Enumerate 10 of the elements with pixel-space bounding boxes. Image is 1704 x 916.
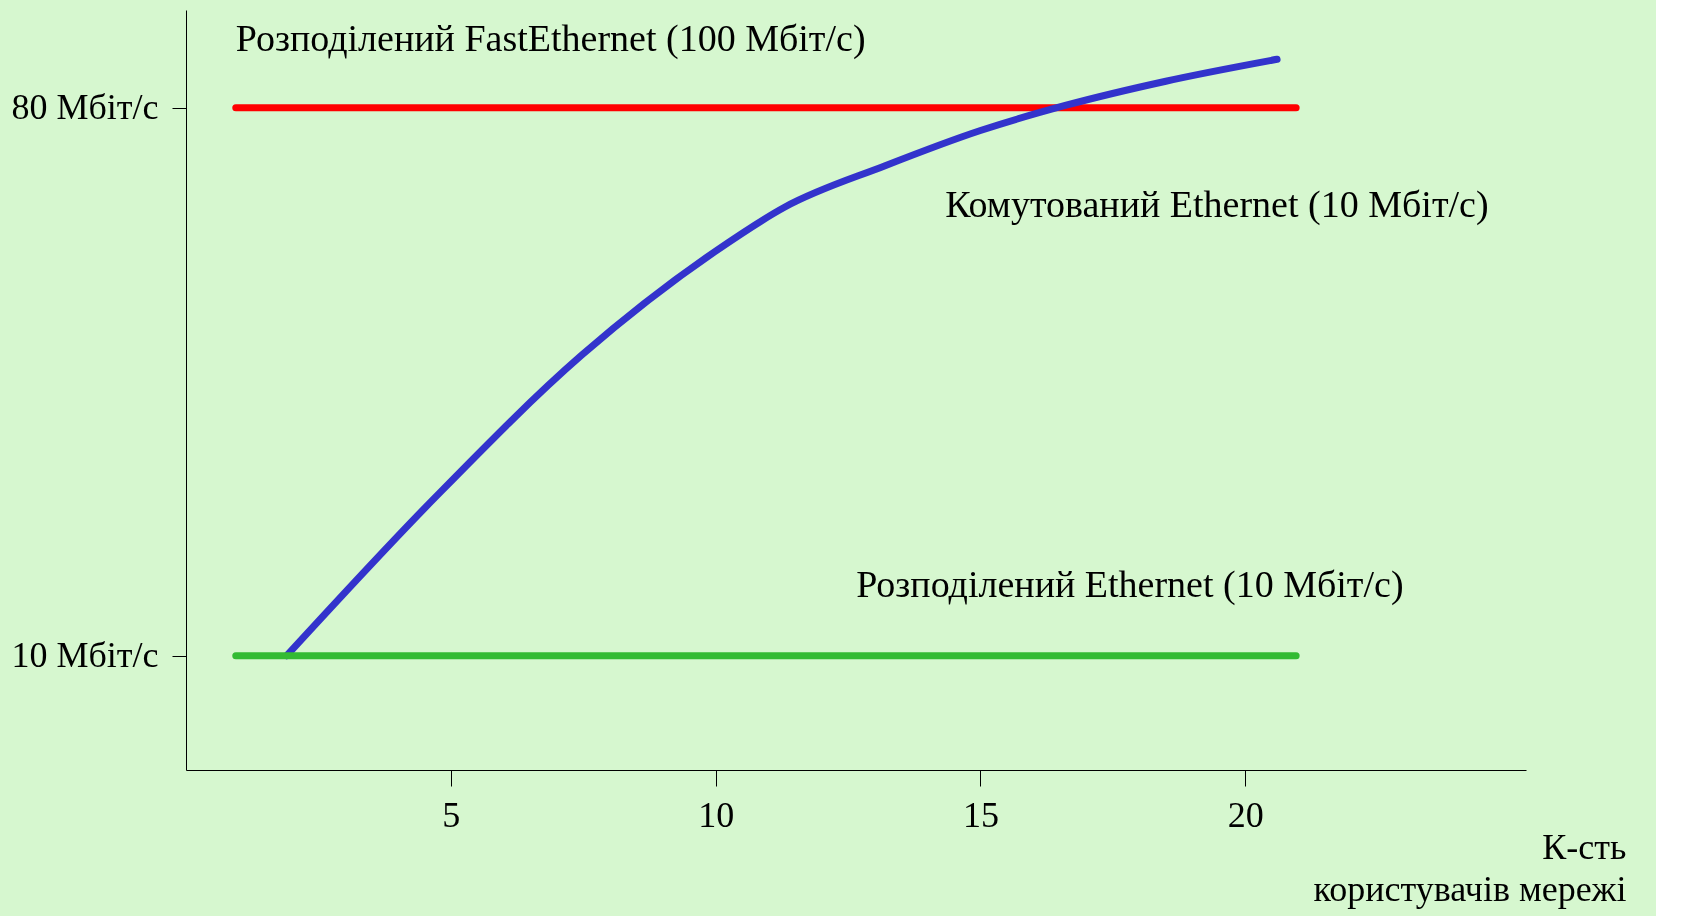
y-tick-label: 10 Мбіт/с xyxy=(11,635,159,676)
x-tick-label: 20 xyxy=(1227,794,1264,835)
x-tick-label: 5 xyxy=(442,794,461,835)
x-axis-title: К-сть користувачів мережі xyxy=(1313,826,1627,909)
series-label: Розподілений Ethernet (10 Мбіт/с) xyxy=(856,562,1404,606)
series-label: Розподілений FastEthernet (100 Мбіт/с) xyxy=(235,16,866,60)
x-tick-label: 10 xyxy=(698,794,735,835)
x-tick-label: 15 xyxy=(962,794,999,835)
y-tick-label: 80 Мбіт/с xyxy=(11,87,159,128)
series-label: Комутований Ethernet (10 Мбіт/с) xyxy=(945,182,1489,226)
